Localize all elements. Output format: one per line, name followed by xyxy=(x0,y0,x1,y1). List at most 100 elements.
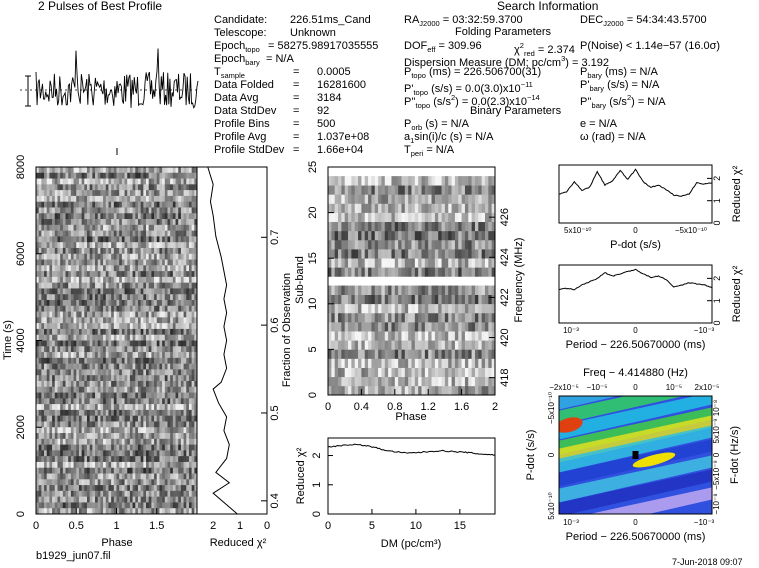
heatmap-cell xyxy=(348,331,352,341)
heatmap-cell xyxy=(127,334,131,341)
left-info-row: Telescope: xyxy=(214,27,267,39)
heatmap-cell xyxy=(116,184,120,191)
heatmap-cell xyxy=(172,219,176,226)
heatmap-cell xyxy=(146,444,149,451)
heatmap-cell xyxy=(140,305,144,312)
heatmap-cell xyxy=(132,230,136,237)
heatmap-cell xyxy=(364,331,369,341)
heatmap-cell xyxy=(348,358,352,368)
heatmap-cell xyxy=(351,294,356,305)
heatmap-cell xyxy=(178,172,182,179)
heatmap-cell xyxy=(127,219,131,226)
heatmap-cell xyxy=(95,415,99,422)
left-info-row: Data Avg xyxy=(214,92,258,104)
heatmap-cell xyxy=(62,386,66,393)
heatmap-cell xyxy=(92,438,96,445)
heatmap-cell xyxy=(478,194,482,204)
heatmap-cell xyxy=(70,415,74,422)
heatmap-cell xyxy=(78,195,82,202)
heatmap-cell xyxy=(121,404,125,411)
heatmap-cell xyxy=(108,496,112,503)
heatmap-cell xyxy=(186,479,190,486)
heatmap-cell xyxy=(162,421,166,428)
heatmap-cell xyxy=(76,323,80,330)
heatmap-cell xyxy=(156,490,160,497)
heatmap-cell xyxy=(183,195,187,202)
heatmap-cell xyxy=(44,190,48,197)
heatmap-cell xyxy=(167,485,171,492)
heatmap-cell xyxy=(143,230,147,237)
equals-sign: = xyxy=(293,118,300,130)
heatmap-cell xyxy=(431,194,436,204)
heatmap-cell xyxy=(401,212,406,223)
heatmap-cell xyxy=(424,358,429,368)
heatmap-cell xyxy=(76,300,80,307)
heatmap-cell xyxy=(194,259,198,266)
heatmap-cell xyxy=(164,508,168,515)
heatmap-cell xyxy=(46,502,50,509)
heatmap-cell xyxy=(105,276,109,283)
heatmap-cell xyxy=(354,258,359,268)
heatmap-cell xyxy=(154,508,158,515)
heatmap-cell xyxy=(146,375,149,382)
heatmap-cell xyxy=(76,219,80,226)
heatmap-cell xyxy=(113,363,117,370)
heatmap-cell xyxy=(100,421,104,428)
heatmap-cell xyxy=(108,415,112,422)
heatmap-cell xyxy=(116,271,120,278)
heatmap-cell xyxy=(70,467,74,474)
heatmap-cell xyxy=(334,230,339,241)
heatmap-cell xyxy=(129,195,133,202)
heatmap-cell xyxy=(471,322,476,332)
heatmap-cell xyxy=(86,259,90,266)
heatmap-cell xyxy=(76,392,80,399)
heatmap-cell xyxy=(49,195,53,202)
heatmap-cell xyxy=(162,450,166,457)
heatmap-cell xyxy=(344,303,349,314)
heatmap-cell xyxy=(121,479,125,486)
heatmap-cell xyxy=(151,334,155,341)
heatmap-cell xyxy=(105,184,109,191)
heatmap-cell xyxy=(140,404,144,411)
heatmap-cell xyxy=(135,172,139,179)
heatmap-cell xyxy=(119,230,123,237)
heatmap-cell xyxy=(81,363,85,370)
heatmap-cell xyxy=(68,207,72,214)
heatmap-cell xyxy=(62,259,66,266)
heatmap-cell xyxy=(143,190,147,197)
heatmap-cell xyxy=(404,249,409,259)
heatmap-cell xyxy=(73,282,77,289)
heatmap-cell xyxy=(438,194,442,204)
heatmap-cell xyxy=(137,398,141,405)
heatmap-cell xyxy=(129,473,133,480)
heatmap-cell xyxy=(132,433,136,440)
heatmap-cell xyxy=(137,253,141,260)
heatmap-cell xyxy=(108,230,112,237)
heatmap-cell xyxy=(78,305,82,312)
heatmap-cell xyxy=(76,236,80,243)
heatmap-cell xyxy=(76,195,80,202)
heatmap-cell xyxy=(421,294,426,305)
heatmap-cell xyxy=(180,369,184,376)
heatmap-cell xyxy=(124,172,128,179)
heatmap-cell xyxy=(164,357,168,364)
heatmap-cell xyxy=(108,398,112,405)
heatmap-cell xyxy=(172,502,176,509)
heatmap-cell xyxy=(103,172,107,179)
heatmap-cell xyxy=(68,473,72,480)
heatmap-cell xyxy=(54,461,58,469)
heatmap-cell xyxy=(351,349,356,359)
heatmap-cell xyxy=(52,415,56,422)
heatmap-cell xyxy=(170,496,174,503)
heatmap-cell xyxy=(394,185,399,195)
heatmap-cell xyxy=(183,242,187,249)
heatmap-cell xyxy=(488,294,492,305)
heatmap-cell xyxy=(441,185,446,195)
heatmap-cell xyxy=(65,502,69,509)
heatmap-cell xyxy=(458,331,462,341)
heatmap-cell xyxy=(341,385,345,396)
heatmap-cell xyxy=(60,253,64,260)
heatmap-cell xyxy=(86,357,90,364)
heatmap-cell xyxy=(95,386,99,393)
heatmap-cell xyxy=(97,473,101,480)
